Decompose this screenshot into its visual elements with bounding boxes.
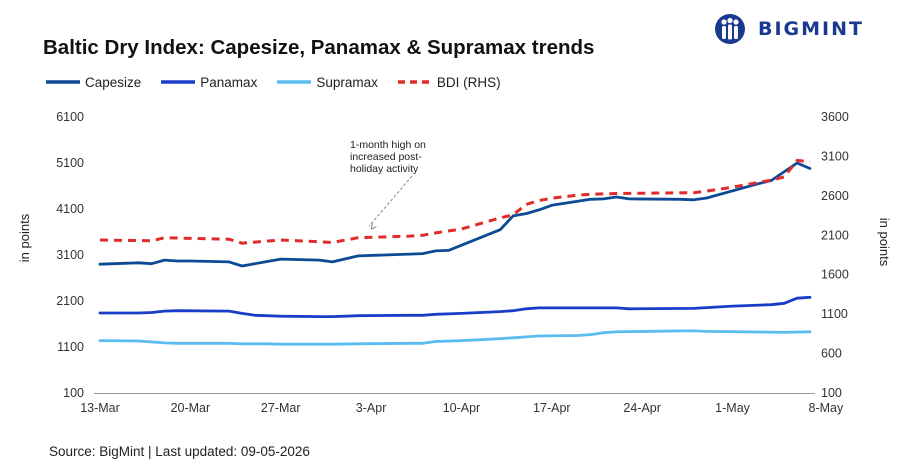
y-axis-right-ticks: 100 600 1100 1600 2100 2600 3100 3600 <box>821 110 849 400</box>
people-circle-icon <box>715 14 745 44</box>
y-tick-left: 6100 <box>56 110 84 124</box>
x-tick-label: 20-Mar <box>171 401 211 415</box>
y-tick-right: 2600 <box>821 189 849 203</box>
x-tick-label: 1-May <box>715 401 750 415</box>
brand-name: BIGMINT <box>758 18 864 40</box>
annotation-arrow <box>368 175 413 227</box>
series-layer <box>98 158 812 346</box>
x-tick-label: 24-Apr <box>623 401 661 415</box>
y-axis-right-label: in points <box>877 218 892 267</box>
y-tick-left: 100 <box>63 386 84 400</box>
x-tick-label: 13-Mar <box>80 401 120 415</box>
legend-item-panamax: Panamax <box>161 75 257 90</box>
x-tick-label: 8-May <box>809 401 844 415</box>
y-tick-right: 2100 <box>821 228 849 242</box>
annotation-line: holiday activity <box>350 163 419 175</box>
annotation-line: increased post- <box>350 151 422 163</box>
x-tick-label: 17-Apr <box>533 401 571 415</box>
bigmint-logo <box>715 14 745 44</box>
y-tick-right: 3600 <box>821 110 849 124</box>
source-note: Source: BigMint | Last updated: 09-05-20… <box>49 444 310 459</box>
annotation-arrowhead <box>370 223 377 230</box>
legend-item-supramax: Supramax <box>277 75 378 90</box>
y-tick-right: 100 <box>821 386 842 400</box>
annotation-line: 1-month high on <box>350 139 426 151</box>
y-tick-right: 1600 <box>821 268 849 282</box>
chart-title: Baltic Dry Index: Capesize, Panamax & Su… <box>43 36 595 59</box>
x-tick-label: 3-Apr <box>356 401 387 415</box>
y-axis-left-ticks: 100 1100 2100 3100 4100 5100 6100 <box>56 110 84 400</box>
x-axis-ticks: 13-Mar 20-Mar 27-Mar 3-Apr 10-Apr 17-Apr 24-Ap… <box>80 401 844 415</box>
y-axis-left-label: in points <box>17 213 32 262</box>
y-tick-right: 1100 <box>821 307 848 321</box>
series-line-capesize <box>98 161 812 268</box>
y-tick-left: 5100 <box>56 156 84 170</box>
series-line-bdi <box>99 158 811 245</box>
legend-item-capesize: Capesize <box>46 75 141 90</box>
y-tick-right: 3100 <box>821 149 849 163</box>
legend-label-capesize: Capesize <box>85 74 142 90</box>
legend-item-bdi: BDI (RHS) <box>397 74 501 90</box>
y-tick-left: 4100 <box>56 202 84 216</box>
legend-label-panamax: Panamax <box>200 74 258 90</box>
y-tick-left: 2100 <box>56 294 84 308</box>
series-line-supramax <box>98 329 812 346</box>
legend-label-supramax: Supramax <box>316 74 378 90</box>
x-tick-label: 10-Apr <box>443 401 481 415</box>
x-tick-label: 27-Mar <box>261 401 301 415</box>
legend-label-bdi: BDI (RHS) <box>436 74 501 90</box>
chart-legend: Capesize Panamax Supramax BDI (RHS) <box>46 73 521 91</box>
y-tick-left: 1100 <box>57 340 84 354</box>
y-tick-right: 600 <box>821 347 842 361</box>
series-line-panamax <box>98 295 812 318</box>
y-tick-left: 3100 <box>56 248 84 262</box>
